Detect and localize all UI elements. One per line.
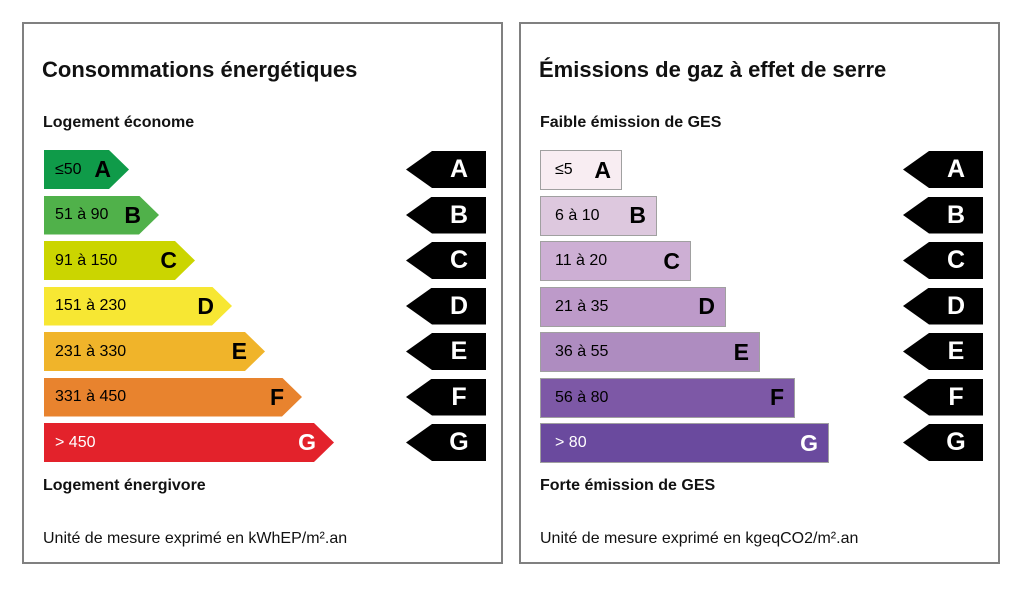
ges-scale-arrow-b-icon: B xyxy=(903,196,983,234)
energy-panel: Consommations énergétiques Logement écon… xyxy=(22,22,503,564)
ges-bar-c-letter: C xyxy=(663,247,680,274)
energy-class-bars: ≤50 A 51 à 90 B 91 à 150 C 151 à 230 D 2… xyxy=(44,150,334,462)
energy-panel-title: Consommations énergétiques xyxy=(42,57,358,82)
ges-class-bars: ≤5 A 6 à 10 B 11 à 20 C 21 à 35 D 36 à 5… xyxy=(540,150,829,463)
energy-bar-c-range: 91 à 150 xyxy=(55,251,118,269)
ges-bar-b-range: 6 à 10 xyxy=(555,206,600,224)
ges-panel-title: Émissions de gaz à effet de serre xyxy=(539,57,887,82)
energy-bar-b-letter: B xyxy=(124,201,141,228)
energy-scale-arrow-f-icon: F xyxy=(406,378,486,416)
ges-bar-f-range: 56 à 80 xyxy=(555,388,609,406)
energy-bar-f: 331 à 450 F xyxy=(44,378,302,417)
energy-bar-c: 91 à 150 C xyxy=(44,241,195,280)
energy-scale-letter-b: B xyxy=(449,200,469,229)
energy-scale-letter-c: C xyxy=(449,246,469,274)
energy-scale-letter-g: G xyxy=(449,428,469,456)
energy-scale-bottom-label: Logement énergivore xyxy=(43,477,206,494)
ges-bar-g-range: > 80 xyxy=(555,434,587,451)
ges-bar-e: 36 à 55 E xyxy=(540,332,760,372)
energy-scale-arrow-g-icon: G xyxy=(406,424,486,461)
energy-bar-a-letter: A xyxy=(94,156,111,182)
ges-scale-letter-e: E xyxy=(947,337,965,365)
ges-bar-b: 6 à 10 B xyxy=(540,195,657,236)
ges-scale-letter-f: F xyxy=(948,382,964,411)
ges-scale-arrow-f-icon: F xyxy=(903,378,983,416)
energy-scale-letter-d: D xyxy=(449,291,469,320)
energy-scale-arrow-e-icon: E xyxy=(406,333,486,370)
ges-bar-e-range: 36 à 55 xyxy=(555,343,609,360)
ges-scale-letter-a: A xyxy=(946,155,966,183)
energy-bar-e: 231 à 330 E xyxy=(44,332,265,371)
ges-unit-label: Unité de mesure exprimé en kgeqCO2/m².an xyxy=(540,530,859,547)
ges-bar-f: 56 à 80 F xyxy=(540,377,795,418)
energy-scale-arrow-c-icon: C xyxy=(406,242,486,279)
energy-unit-label: Unité de mesure exprimé en kWhEP/m².an xyxy=(43,530,348,547)
energy-letter-scale: A B C D E F G xyxy=(406,151,486,461)
ges-bar-g-letter: G xyxy=(800,429,818,456)
ges-letter-scale: A B C D E F G xyxy=(903,151,983,461)
energy-bar-d: 151 à 230 D xyxy=(44,287,232,326)
energy-bar-e-range: 231 à 330 xyxy=(55,342,127,360)
energy-scale-top-label: Logement économe xyxy=(43,114,195,131)
ges-bar-a-range: ≤5 xyxy=(555,161,573,178)
energy-bar-g-range: > 450 xyxy=(55,433,96,451)
ges-bar-g: > 80 G xyxy=(540,423,829,463)
energy-scale-arrow-a-icon: A xyxy=(406,151,486,188)
energy-bar-a-range: ≤50 xyxy=(55,160,82,178)
ges-scale-arrow-a-icon: A xyxy=(903,151,983,188)
energy-bar-d-range: 151 à 230 xyxy=(55,297,127,314)
ges-scale-arrow-d-icon: D xyxy=(903,287,983,325)
ges-scale-letter-b: B xyxy=(946,200,966,229)
ges-bar-b-letter: B xyxy=(629,202,646,228)
energy-bar-b: 51 à 90 B xyxy=(44,196,159,235)
ges-bar-a-letter: A xyxy=(594,156,611,183)
energy-bar-f-letter: F xyxy=(269,383,284,410)
energy-bar-g-letter: G xyxy=(298,429,316,455)
energy-scale-arrow-d-icon: D xyxy=(406,287,486,325)
energy-bar-f-range: 331 à 450 xyxy=(55,388,127,405)
ges-scale-arrow-g-icon: G xyxy=(903,424,983,461)
ges-bar-d-range: 21 à 35 xyxy=(555,297,609,315)
energy-bar-a: ≤50 A xyxy=(44,150,129,189)
energy-scale-letter-f: F xyxy=(451,382,467,411)
ges-bar-f-letter: F xyxy=(769,384,784,410)
ges-bar-c-range: 11 à 20 xyxy=(555,252,608,269)
ges-scale-bottom-label: Forte émission de GES xyxy=(540,477,716,494)
ges-bar-d: 21 à 35 D xyxy=(540,286,726,327)
ges-panel: Émissions de gaz à effet de serre Faible… xyxy=(519,22,1000,564)
energy-bar-g: > 450 G xyxy=(44,423,334,462)
energy-scale-arrow-b-icon: B xyxy=(406,196,486,234)
ges-scale-top-label: Faible émission de GES xyxy=(540,114,722,131)
ges-scale-letter-g: G xyxy=(946,428,966,456)
ges-scale-arrow-c-icon: C xyxy=(903,242,983,279)
energy-bar-d-letter: D xyxy=(197,292,214,319)
ges-scale-arrow-e-icon: E xyxy=(903,333,983,370)
ges-bar-e-letter: E xyxy=(733,338,749,365)
ges-scale-letter-d: D xyxy=(946,291,966,320)
ges-bar-c: 11 à 20 C xyxy=(540,241,691,281)
energy-bar-c-letter: C xyxy=(160,247,177,273)
ges-bar-d-letter: D xyxy=(698,293,715,319)
ges-scale-letter-c: C xyxy=(946,246,966,274)
energy-bar-b-range: 51 à 90 xyxy=(55,206,109,223)
energy-bar-e-letter: E xyxy=(231,338,247,364)
energy-scale-letter-a: A xyxy=(449,155,469,183)
ges-bar-a: ≤5 A xyxy=(540,150,622,190)
energy-scale-letter-e: E xyxy=(450,337,468,365)
